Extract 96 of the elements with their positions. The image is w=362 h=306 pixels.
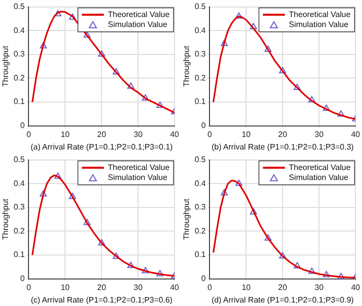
y-tick-label: 0.5 xyxy=(194,155,206,164)
point xyxy=(84,218,91,226)
y-tick-label: 0.4 xyxy=(194,26,206,35)
y-tick-label: 0.3 xyxy=(194,50,206,59)
y-tick-label: 0.1 xyxy=(14,97,26,106)
x-tick-label: 30 xyxy=(314,130,324,139)
point xyxy=(294,84,301,90)
point xyxy=(40,42,47,48)
y-tick-label: 0 xyxy=(201,121,206,130)
point xyxy=(279,67,286,74)
point xyxy=(322,270,330,278)
point xyxy=(250,208,257,214)
x-axis-title: (c) Arrival Rate (P1=0.1;P2=0.1;P3=0.6) xyxy=(30,295,173,304)
point xyxy=(322,104,330,111)
y-tick-label: 0.3 xyxy=(14,202,26,212)
point xyxy=(127,262,134,268)
point xyxy=(337,110,344,117)
point xyxy=(156,102,164,108)
y-tick-label: 0.2 xyxy=(14,73,26,82)
point xyxy=(235,12,242,19)
x-tick-label: 10 xyxy=(242,282,252,292)
y-tick-label: 0 xyxy=(20,121,26,130)
legend-label: Simulation Value xyxy=(108,20,168,30)
point xyxy=(235,180,242,186)
x-tick-label: 30 xyxy=(314,282,324,292)
y-tick-label: 0.1 xyxy=(194,250,206,260)
x-tick-label: 0 xyxy=(207,282,212,292)
x-tick-label: 0 xyxy=(26,130,32,139)
point xyxy=(98,239,106,246)
x-tick-label: 20 xyxy=(97,130,107,139)
y-tick-label: 0.2 xyxy=(14,226,26,236)
x-tick-label: 10 xyxy=(60,130,70,139)
legend-label: Theoretical Value xyxy=(108,10,170,20)
x-tick-label: 20 xyxy=(278,130,288,139)
y-axis-title: Throughput xyxy=(1,198,10,240)
y-axis-title: Throughput xyxy=(182,45,192,87)
y-tick-label: 0 xyxy=(201,274,206,284)
y-tick-label: 0.3 xyxy=(14,50,26,59)
x-tick-label: 10 xyxy=(60,282,70,292)
x-tick-label: 40 xyxy=(351,282,361,292)
x-tick-label: 40 xyxy=(170,130,180,139)
point xyxy=(98,50,106,57)
legend-label: Simulation Value xyxy=(288,173,349,182)
point xyxy=(54,172,62,179)
y-tick-label: 0 xyxy=(20,274,26,284)
legend-label: Simulation Value xyxy=(288,20,349,30)
y-tick-label: 0.4 xyxy=(14,178,26,188)
point xyxy=(220,40,228,46)
point xyxy=(68,192,76,199)
legend-label: Theoretical Value xyxy=(108,163,170,172)
y-tick-label: 0.5 xyxy=(194,2,206,12)
x-tick-label: 10 xyxy=(242,130,252,139)
point xyxy=(264,234,272,241)
x-tick-label: 40 xyxy=(351,130,361,139)
legend-label: Theoretical Value xyxy=(288,163,352,172)
point xyxy=(220,189,228,196)
point xyxy=(142,266,149,274)
y-axis-title: Throughput xyxy=(182,198,192,240)
point xyxy=(294,262,301,268)
y-tick-label: 0.3 xyxy=(194,202,206,212)
point xyxy=(264,46,272,52)
point xyxy=(308,96,316,102)
x-tick-label: 0 xyxy=(207,130,212,139)
point xyxy=(112,68,120,74)
x-tick-label: 20 xyxy=(97,282,107,292)
y-tick-label: 0.4 xyxy=(194,178,206,188)
y-tick-label: 0.2 xyxy=(194,226,206,236)
legend-label: Simulation Value xyxy=(108,173,168,182)
y-tick-label: 0.1 xyxy=(194,97,206,106)
y-tick-label: 0.1 xyxy=(14,250,26,260)
point xyxy=(156,270,164,276)
point xyxy=(142,94,149,101)
point xyxy=(68,14,76,20)
point xyxy=(250,23,257,30)
point xyxy=(308,268,316,274)
x-tick-label: 20 xyxy=(278,282,288,292)
x-axis-title: (b) Arrival Rate (P1=0.1;P2=0.1;P3=0.3) xyxy=(212,142,354,152)
y-tick-label: 0.2 xyxy=(194,73,206,82)
point xyxy=(112,252,120,259)
x-axis-title: (d) Arrival Rate (P1=0.1;P2=0.1;P3=0.9) xyxy=(212,295,354,304)
point xyxy=(337,272,344,279)
y-tick-label: 0.5 xyxy=(14,2,26,12)
point xyxy=(54,10,62,16)
x-tick-label: 30 xyxy=(134,130,144,139)
point xyxy=(40,190,47,197)
point xyxy=(84,31,91,38)
x-tick-label: 40 xyxy=(170,282,180,292)
y-tick-label: 0.5 xyxy=(14,155,26,164)
y-axis-title: Throughput xyxy=(1,45,10,87)
x-axis-title: (a) Arrival Rate (P1=0.1;P2=0.1;P3=0.1) xyxy=(30,142,174,152)
x-tick-label: 30 xyxy=(134,282,144,292)
point xyxy=(279,252,286,258)
point xyxy=(127,82,134,89)
legend-label: Theoretical Value xyxy=(288,10,352,20)
y-tick-label: 0.4 xyxy=(14,26,26,35)
x-tick-label: 0 xyxy=(26,282,32,292)
